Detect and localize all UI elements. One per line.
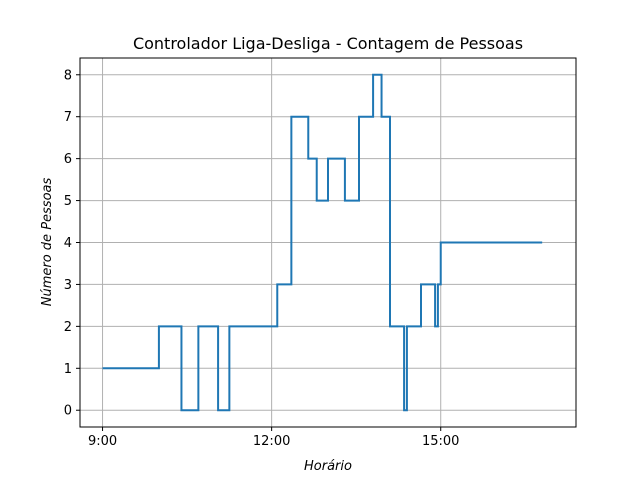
x-axis: 9:00 12:00 15:00: [88, 427, 459, 449]
x-tick-label: 9:00: [88, 434, 117, 449]
chart-title: Controlador Liga-Desliga - Contagem de P…: [133, 34, 523, 53]
x-axis-label: Horário: [304, 459, 352, 474]
x-tick-label: 15:00: [422, 434, 459, 449]
y-tick-label: 5: [64, 194, 72, 209]
y-tick-label: 8: [64, 68, 72, 83]
x-tick-label: 12:00: [253, 434, 290, 449]
y-tick-label: 7: [64, 110, 72, 125]
y-tick-label: 6: [64, 152, 72, 167]
y-axis: 0 1 2 3 4 5 6 7 8: [64, 68, 80, 419]
series-line-0: [102, 73, 543, 412]
series-layer: [102, 73, 543, 412]
y-tick-label: 4: [64, 236, 72, 251]
y-tick-label: 2: [64, 320, 72, 335]
y-axis-label: Número de Pessoas: [40, 178, 55, 307]
y-tick-label: 3: [64, 278, 72, 293]
y-tick-label: 1: [64, 362, 72, 377]
y-tick-label: 0: [64, 404, 72, 419]
